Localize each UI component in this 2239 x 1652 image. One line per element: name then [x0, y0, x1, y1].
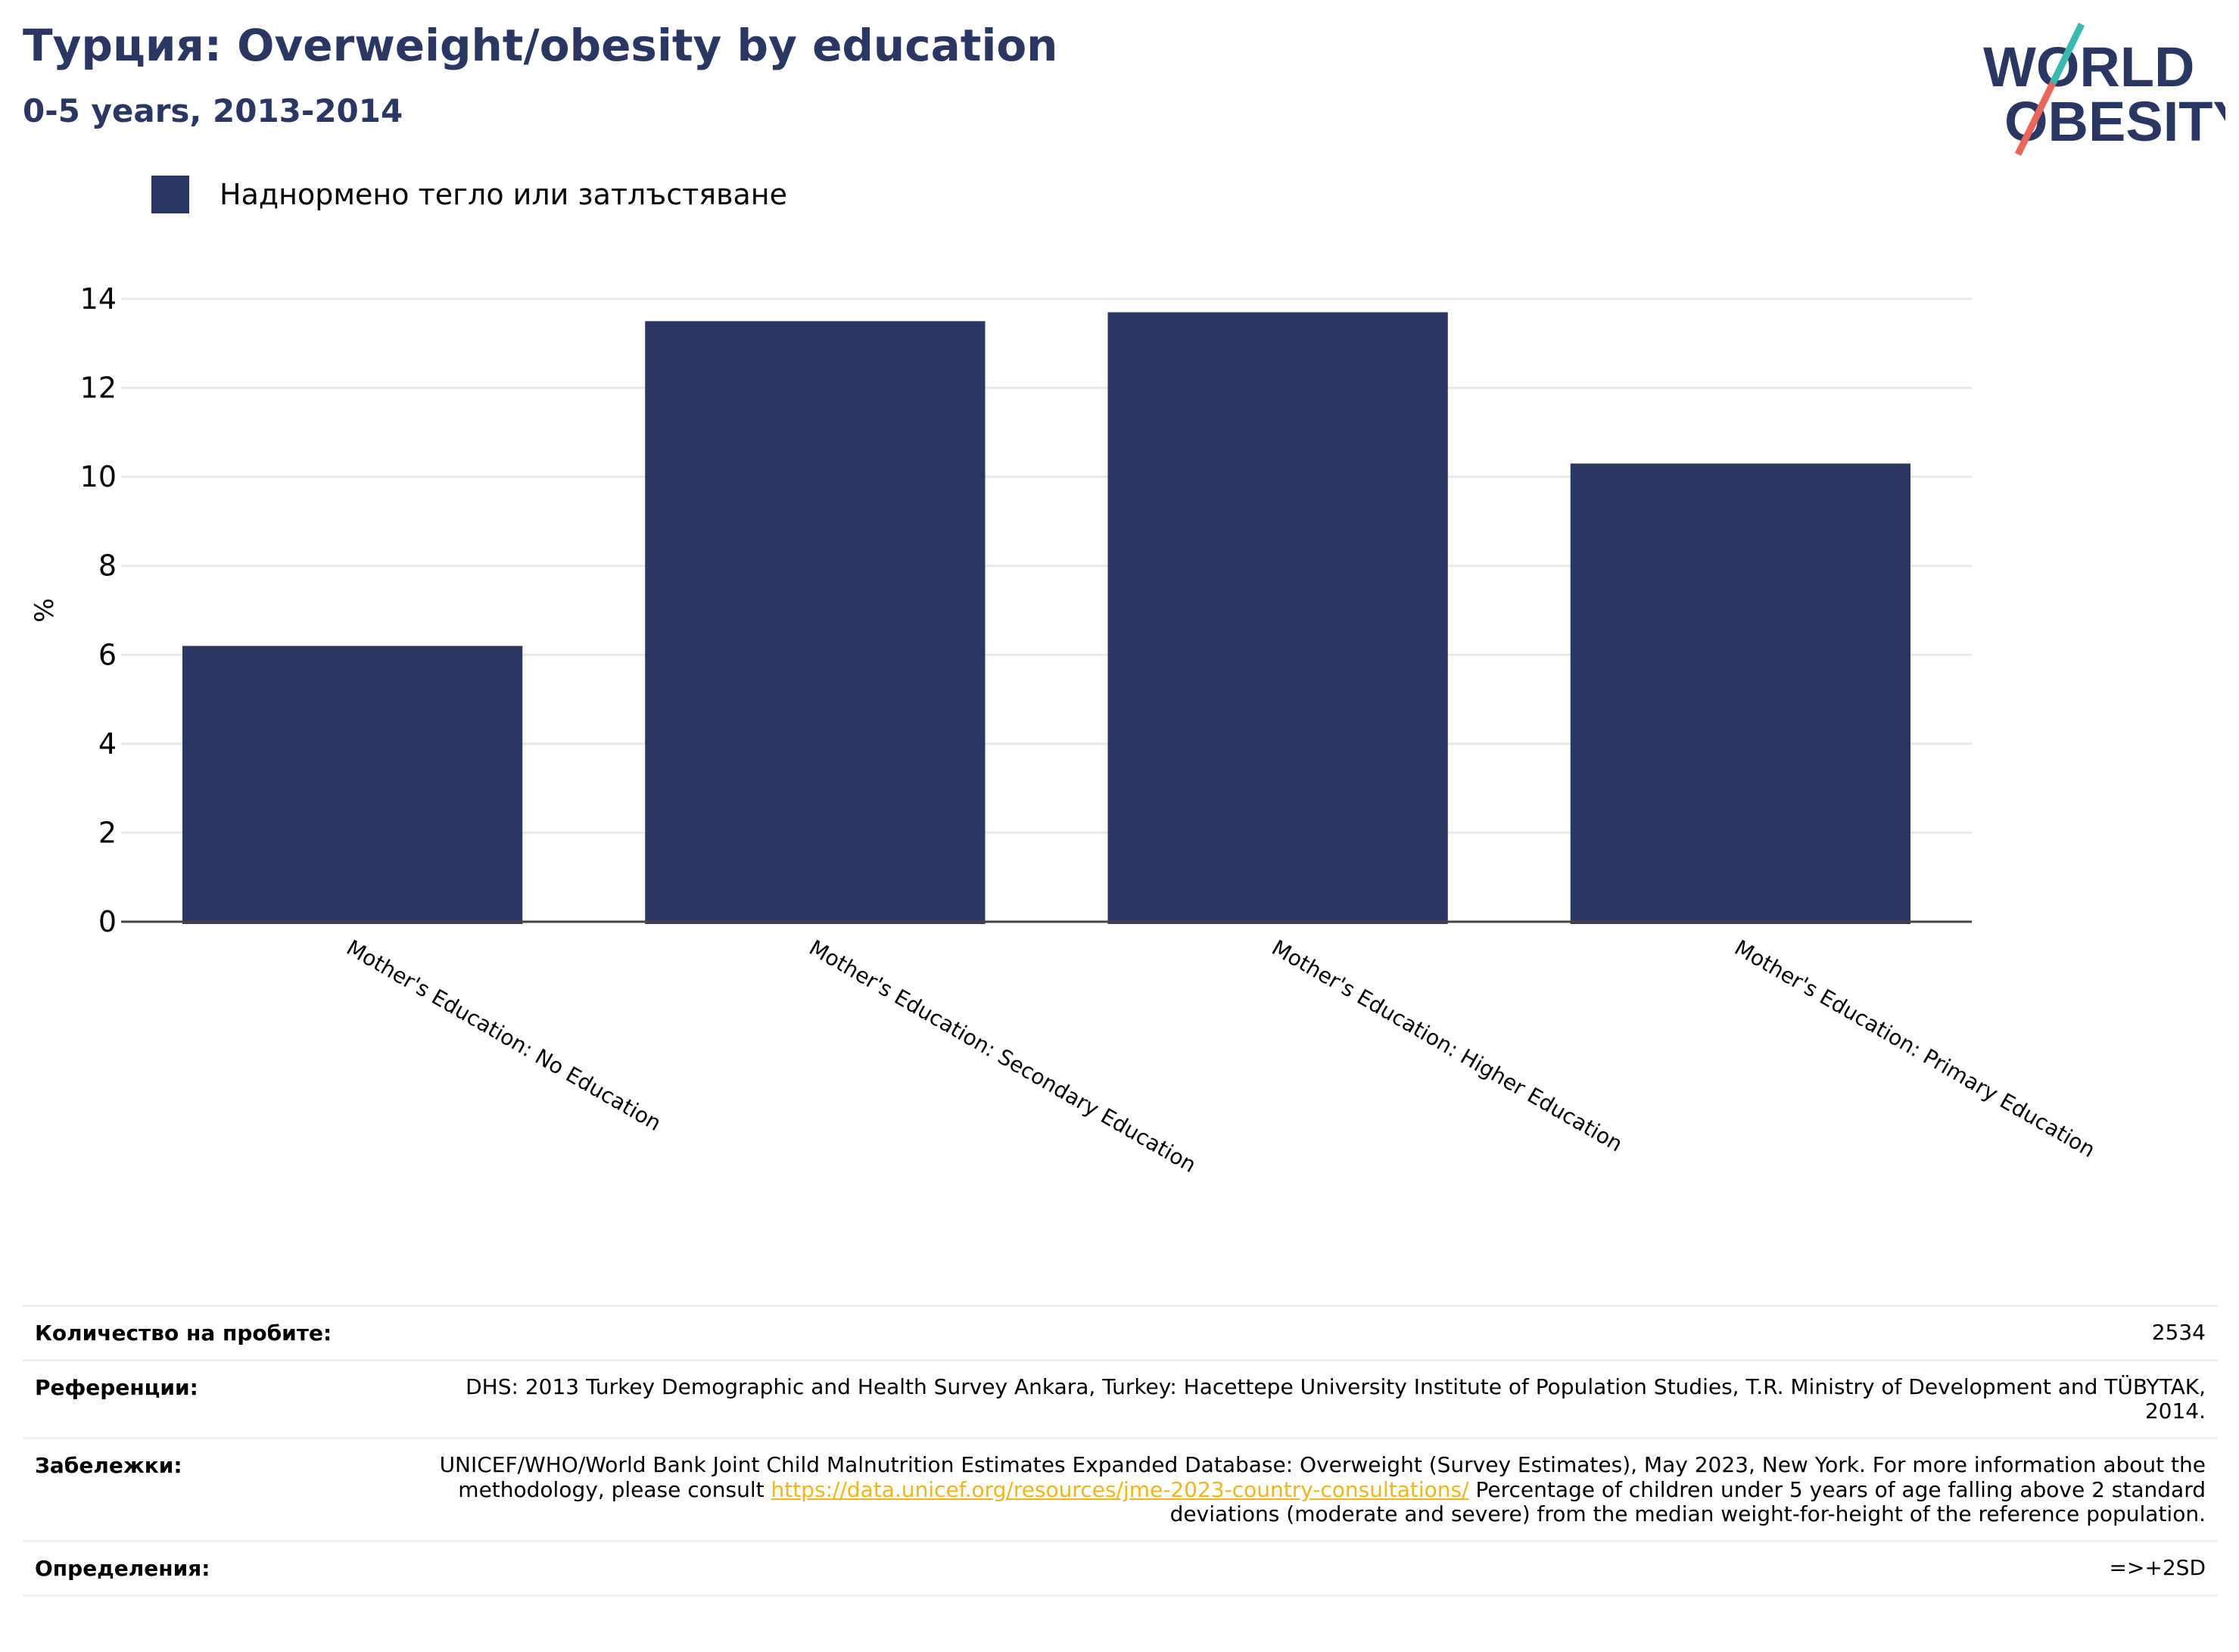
y-tick-label: 2: [98, 816, 117, 849]
notes-text-before: UNICEF/WHO/World Bank Joint Child Malnut…: [439, 1452, 2206, 1502]
x-tick-label: Mother's Education: No Education: [342, 935, 665, 1136]
notes-label: Забележки:: [35, 1453, 182, 1479]
y-tick-label: 12: [80, 372, 117, 405]
legend-swatch: [151, 176, 189, 213]
bar: [1107, 312, 1448, 924]
x-tick-label: Mother's Education: Secondary Education: [805, 935, 1200, 1178]
y-tick-label: 4: [98, 727, 117, 761]
chart-title: Турция: Overweight/obesity by education: [23, 20, 1058, 71]
sample-label: Количество на пробите:: [35, 1321, 332, 1346]
y-tick-label: 10: [80, 460, 117, 493]
x-tick-label: Mother's Education: Primary Education: [1730, 935, 2100, 1162]
logo-line-1: WORLD: [1983, 36, 2195, 98]
bar: [645, 321, 986, 925]
references-label: Референции:: [35, 1375, 198, 1400]
logo-slash-coral: [2014, 82, 2057, 156]
info-row-references: Референции: DHS: 2013 Turkey Demographic…: [23, 1359, 2218, 1437]
y-tick-label: 8: [98, 549, 117, 583]
info-row-definitions: Определения: =>+2SD: [23, 1539, 2218, 1597]
world-obesity-logo: WORLD OBESITY: [1983, 23, 2225, 156]
bar: [1570, 463, 1911, 924]
info-row-sample: Количество на пробите: 2534: [23, 1305, 2218, 1359]
y-tick-label: 14: [80, 282, 117, 316]
bar-chart: 0 2 4 6 8 10 12 14% Mother's Education: No Educa…: [30, 282, 2100, 1178]
sample-value: 2534: [2151, 1320, 2206, 1345]
notes-text-after: Percentage of children under 5 years of …: [1169, 1476, 2206, 1526]
y-axis-label: %: [30, 598, 60, 622]
logo-slash-teal: [2049, 23, 2085, 85]
info-table: Количество на пробите: 2534 Референции: …: [23, 1305, 2218, 1597]
references-value: DHS: 2013 Turkey Demographic and Health …: [466, 1374, 2206, 1424]
info-row-notes: Забележки: UNICEF/WHO/World Bank Joint C…: [23, 1437, 2218, 1540]
y-tick-label: 0: [98, 905, 117, 938]
definitions-value: =>+2SD: [2109, 1554, 2206, 1580]
definitions-label: Определения:: [35, 1555, 210, 1581]
bar: [182, 646, 523, 924]
legend: Наднормено тегло или затлъстяване: [151, 176, 787, 213]
notes-link[interactable]: https://data.unicef.org/resources/jme-20…: [771, 1476, 1469, 1502]
legend-label: Наднормено тегло или затлъстяване: [220, 178, 787, 211]
x-tick-label: Mother's Education: Higher Education: [1268, 935, 1627, 1156]
y-tick-label: 6: [98, 638, 117, 671]
chart-subtitle: 0-5 years, 2013-2014: [23, 92, 403, 129]
notes-value: UNICEF/WHO/World Bank Joint Child Malnut…: [427, 1453, 2206, 1526]
